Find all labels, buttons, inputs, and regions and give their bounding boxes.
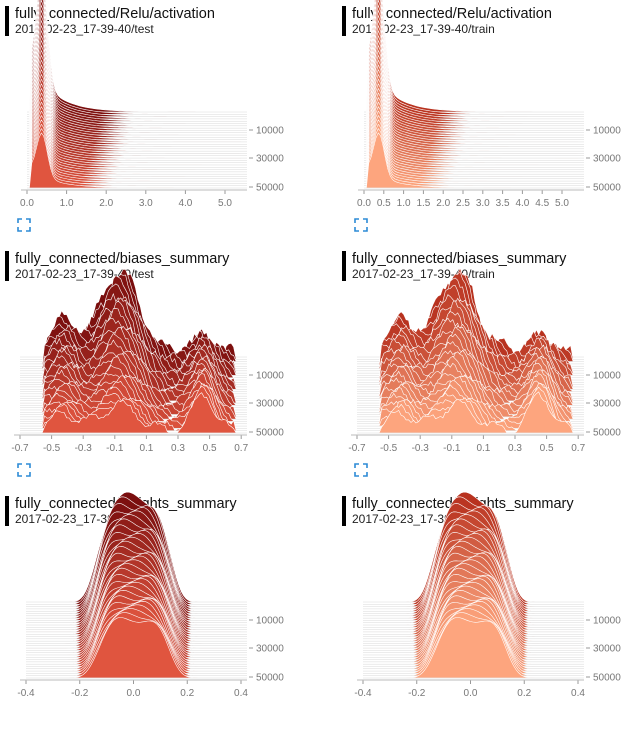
chart-title: fully_connected/biases_summary [352, 251, 567, 267]
y-tick-label: 50000 [256, 673, 284, 684]
expand-icon[interactable] [354, 218, 368, 232]
x-tick-label: -0.7 [11, 443, 29, 454]
expand-glyph [17, 218, 31, 232]
expand-glyph [354, 463, 368, 477]
y-tick-label: 10000 [256, 371, 284, 382]
histogram-card: fully_connected/Relu/activation 2017-02-… [5, 0, 305, 245]
y-tick-label: 10000 [256, 126, 284, 137]
y-tick-label: 30000 [256, 644, 284, 655]
ridge-layer [25, 491, 247, 679]
x-tick-label: 0.1 [476, 443, 490, 454]
histogram-card: fully_connected/biases_summary 2017-02-2… [342, 245, 639, 490]
ridge-histogram-chart[interactable]: -0.7 -0.5 -0.3 -0.1 0.1 0.3 0.5 0.7 10000 30000 50… [5, 268, 295, 463]
expand-glyph [354, 218, 368, 232]
histogram-card: fully_connected/Relu/activation 2017-02-… [342, 0, 639, 245]
x-tick-label: 0.3 [171, 443, 185, 454]
y-tick-label: 10000 [256, 616, 284, 627]
x-tick-label: 0.4 [571, 688, 585, 699]
x-tick-label: -0.4 [354, 688, 372, 699]
ridge-layer [363, 0, 584, 189]
x-tick-label: 0.1 [139, 443, 153, 454]
x-tick-label: -0.3 [75, 443, 93, 454]
card-header: fully_connected/Relu/activation 2017-02-… [5, 6, 215, 36]
ridge-histogram-chart[interactable]: 0.0 0.5 1.0 1.5 2.0 2.5 3.0 3.5 4.0 4.5 5.0 10000 30… [342, 0, 632, 218]
x-tick-label: 5.0 [218, 198, 232, 209]
ridge-layer [356, 267, 584, 434]
x-tick-label: 0.3 [508, 443, 522, 454]
x-tick-label: 3.0 [139, 198, 153, 209]
y-tick-label: 50000 [593, 183, 621, 194]
x-tick-label: 2.0 [99, 198, 113, 209]
x-tick-label: 0.5 [203, 443, 217, 454]
x-tick-label: 0.7 [571, 443, 585, 454]
x-tick-label: 2.5 [456, 198, 470, 209]
x-tick-label: 0.2 [180, 688, 194, 699]
y-tick-label: 30000 [593, 154, 621, 165]
chart-title: fully_connected/Relu/activation [15, 6, 215, 22]
ridge-layer [362, 491, 584, 679]
x-tick-label: 4.0 [178, 198, 192, 209]
y-tick-label: 10000 [593, 616, 621, 627]
ridge-step [20, 392, 241, 434]
x-tick-label: 0.0 [127, 688, 141, 699]
x-tick-label: 5.0 [555, 198, 569, 209]
x-tick-label: 2.0 [436, 198, 450, 209]
x-tick-label: -0.2 [71, 688, 89, 699]
histogram-card: fully_connected/weights_summary 2017-02-… [342, 490, 639, 735]
x-tick-label: 0.4 [234, 688, 248, 699]
histogram-card: fully_connected/weights_summary 2017-02-… [5, 490, 305, 735]
x-tick-label: 0.7 [234, 443, 248, 454]
chart-title: fully_connected/biases_summary [15, 251, 230, 267]
x-tick-label: 0.0 [464, 688, 478, 699]
card-header: fully_connected/Relu/activation 2017-02-… [342, 6, 552, 36]
ridge-histogram-chart[interactable]: 0.0 1.0 2.0 3.0 4.0 5.0 10000 30000 50000 [5, 0, 295, 218]
x-tick-label: -0.1 [443, 443, 461, 454]
x-tick-label: 1.5 [416, 198, 430, 209]
y-tick-label: 10000 [593, 126, 621, 137]
y-tick-label: 10000 [593, 371, 621, 382]
expand-icon[interactable] [17, 218, 31, 232]
ridge-histogram-chart[interactable]: -0.4 -0.2 0.0 0.2 0.4 10000 30000 50000 [5, 491, 295, 708]
x-tick-label: 0.0 [20, 198, 34, 209]
ridge-layer [19, 268, 247, 434]
x-tick-label: 0.2 [517, 688, 531, 699]
x-tick-label: 1.0 [397, 198, 411, 209]
y-tick-label: 50000 [256, 428, 284, 439]
run-subtitle: 2017-02-23_17-39-40/test [15, 22, 154, 36]
x-tick-label: 0.0 [357, 198, 371, 209]
expand-icon[interactable] [17, 463, 31, 477]
x-tick-label: 3.5 [496, 198, 510, 209]
y-tick-label: 50000 [593, 428, 621, 439]
x-tick-label: 4.5 [535, 198, 549, 209]
run-subtitle: 2017-02-23_17-39-40/train [352, 22, 495, 36]
x-tick-label: -0.5 [43, 443, 61, 454]
x-tick-label: -0.2 [408, 688, 426, 699]
expand-icon[interactable] [354, 463, 368, 477]
x-tick-label: 4.0 [515, 198, 529, 209]
x-tick-label: -0.4 [17, 688, 35, 699]
y-tick-label: 30000 [256, 399, 284, 410]
x-tick-label: -0.1 [106, 443, 124, 454]
histogram-card: fully_connected/biases_summary 2017-02-2… [5, 245, 305, 490]
x-tick-label: -0.5 [380, 443, 398, 454]
chart-title: fully_connected/Relu/activation [352, 6, 552, 22]
x-tick-label: -0.7 [348, 443, 366, 454]
y-tick-label: 30000 [256, 154, 284, 165]
x-tick-label: 3.0 [476, 198, 490, 209]
y-tick-label: 50000 [593, 673, 621, 684]
y-tick-label: 30000 [593, 644, 621, 655]
ridge-histogram-chart[interactable]: -0.4 -0.2 0.0 0.2 0.4 10000 30000 50000 [342, 491, 632, 708]
ridge-layer [26, 0, 247, 189]
y-tick-label: 30000 [593, 399, 621, 410]
ridge-step [357, 391, 578, 434]
x-tick-label: 0.5 [377, 198, 391, 209]
x-tick-label: 0.5 [540, 443, 554, 454]
x-tick-label: 1.0 [60, 198, 74, 209]
x-tick-label: -0.3 [412, 443, 430, 454]
expand-glyph [17, 463, 31, 477]
y-tick-label: 50000 [256, 183, 284, 194]
ridge-histogram-chart[interactable]: -0.7 -0.5 -0.3 -0.1 0.1 0.3 0.5 0.7 10000 30000 50… [342, 267, 632, 463]
